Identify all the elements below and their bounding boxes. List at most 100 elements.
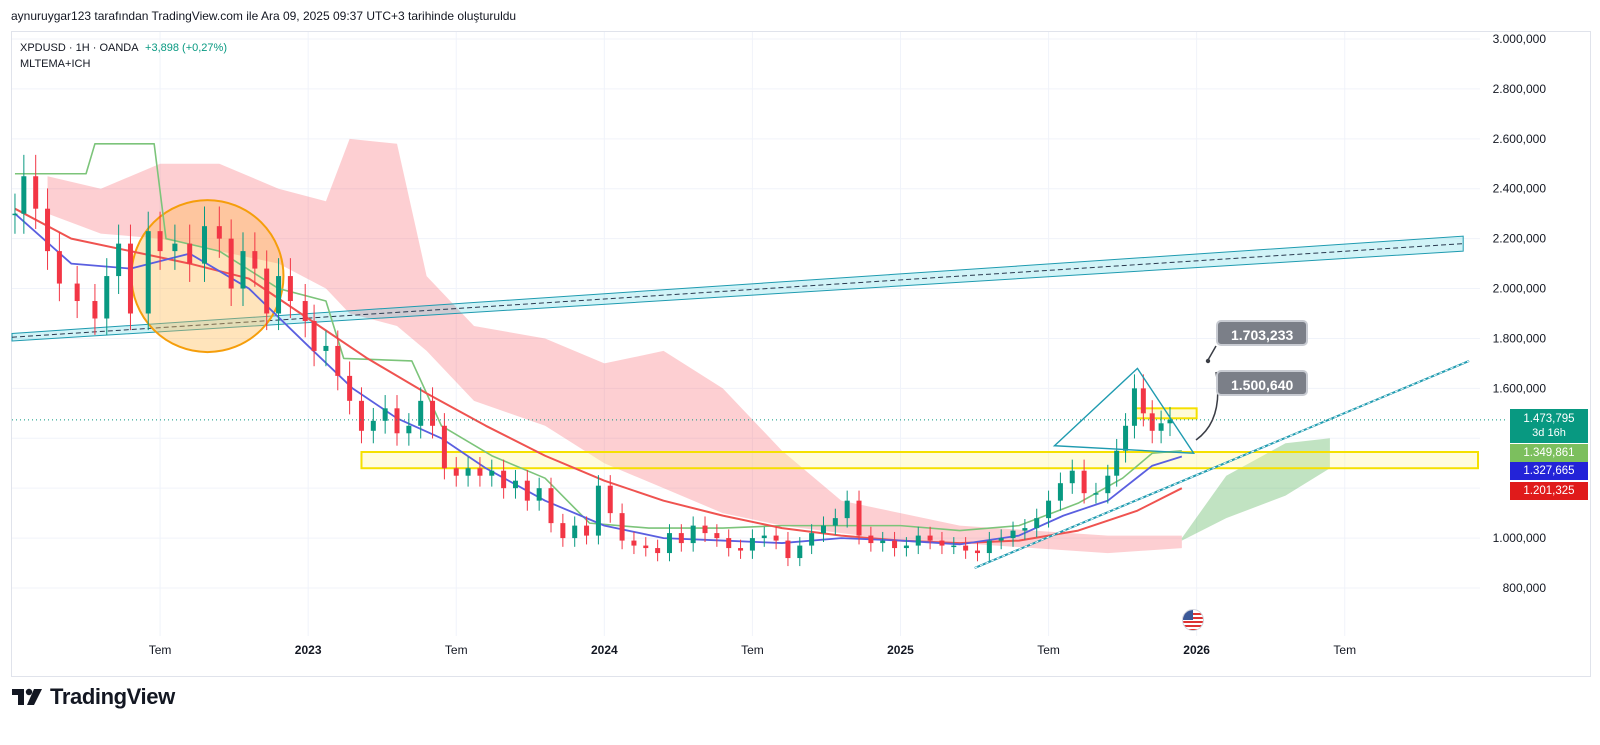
price-change: +3,898 (+0,27%) bbox=[145, 42, 227, 54]
candle-body bbox=[714, 533, 720, 539]
candle-body bbox=[631, 540, 637, 546]
candle-body bbox=[702, 525, 708, 534]
support-zone bbox=[360, 450, 1479, 470]
symbol-label[interactable]: XPDUSD · 1H · OANDA bbox=[20, 42, 138, 54]
candle-body bbox=[92, 301, 98, 319]
candle-body bbox=[1046, 500, 1052, 519]
ema-slow-price-tag: 1.201,325 bbox=[1510, 482, 1588, 500]
candle-body bbox=[572, 525, 578, 539]
candle-body bbox=[903, 545, 909, 549]
indicator-label[interactable]: MLTEMA+ICH bbox=[20, 58, 91, 70]
last-price-value: 1.473,795 bbox=[1523, 413, 1575, 425]
candle-body bbox=[607, 485, 613, 514]
kijun-line bbox=[14, 143, 1182, 532]
candle-body bbox=[441, 425, 447, 469]
candle-body bbox=[785, 540, 791, 559]
candle-body bbox=[1105, 475, 1111, 494]
candle-body bbox=[1140, 388, 1146, 414]
bar-countdown: 3d 16h bbox=[1532, 427, 1566, 439]
kijun-price-tag: 1.349,861 bbox=[1510, 444, 1588, 462]
candle-body bbox=[1167, 419, 1173, 424]
y-axis-tick-label: 3.000,000 bbox=[1493, 32, 1547, 46]
candle-body bbox=[927, 535, 933, 541]
parallel-channel bbox=[11, 235, 1464, 342]
candle-body bbox=[951, 545, 957, 548]
candle-body bbox=[595, 485, 601, 536]
candle-body bbox=[678, 533, 684, 544]
candle-body bbox=[104, 276, 110, 319]
candle-body bbox=[56, 251, 62, 284]
candle-body bbox=[172, 243, 178, 252]
candle-body bbox=[797, 545, 803, 559]
us-flag-event-icon[interactable] bbox=[1182, 609, 1204, 631]
candle-body bbox=[489, 470, 495, 476]
candle-body bbox=[335, 345, 341, 376]
price-callout-2[interactable]: 1.500,640 bbox=[1216, 370, 1309, 396]
candle-body bbox=[643, 545, 649, 549]
candle-body bbox=[145, 231, 151, 314]
candle-body bbox=[12, 213, 18, 216]
x-axis-tick-label: Tem bbox=[445, 643, 468, 657]
candle-body bbox=[264, 268, 270, 314]
candle-body bbox=[690, 525, 696, 544]
candle-body bbox=[892, 540, 898, 549]
ema-fast-price-tag: 1.327,665 bbox=[1510, 462, 1588, 480]
candle-body bbox=[394, 408, 400, 434]
x-axis-tick-label: 2023 bbox=[295, 643, 322, 657]
candle-body bbox=[726, 538, 732, 549]
candle-body bbox=[868, 535, 874, 544]
candle-body bbox=[998, 538, 1004, 541]
channel-midline bbox=[11, 243, 1464, 338]
y-axis-tick-label: 1.000,000 bbox=[1493, 531, 1547, 545]
candle-body bbox=[856, 500, 862, 536]
candle-body bbox=[276, 276, 282, 314]
candle-body bbox=[820, 525, 826, 534]
ema-slow-line bbox=[14, 207, 1183, 545]
tradingview-wordmark: TradingView bbox=[50, 684, 175, 709]
candle-body bbox=[501, 470, 507, 489]
candle-body bbox=[418, 400, 424, 426]
candle-body bbox=[74, 283, 80, 302]
candle-body bbox=[974, 550, 980, 554]
candle-body bbox=[382, 408, 388, 421]
candle-body bbox=[619, 513, 625, 541]
candle-body bbox=[1093, 493, 1099, 495]
candle-body bbox=[116, 243, 122, 277]
candle-body bbox=[1149, 413, 1155, 431]
candle-body bbox=[406, 425, 412, 434]
candle-body bbox=[773, 535, 779, 541]
y-axis-tick-label: 2.800,000 bbox=[1493, 82, 1547, 96]
candle-body bbox=[33, 176, 39, 209]
y-axis-tick-label: 1.600,000 bbox=[1493, 381, 1547, 395]
candle-body bbox=[430, 400, 436, 426]
callout-anchor-1 bbox=[1205, 358, 1211, 364]
candle-body bbox=[536, 488, 542, 501]
candle-body bbox=[560, 523, 566, 539]
candle-body bbox=[21, 176, 27, 214]
candle-body bbox=[939, 540, 945, 546]
x-axis-tick-label: 2024 bbox=[591, 643, 618, 657]
y-axis-tick-label: 2.400,000 bbox=[1493, 182, 1547, 196]
candle-body bbox=[127, 243, 133, 314]
candle-body bbox=[287, 276, 293, 302]
candle-body bbox=[358, 400, 364, 431]
candle-body bbox=[1010, 530, 1016, 539]
triangle-pattern bbox=[1052, 367, 1196, 455]
tradingview-brand[interactable]: TradingView bbox=[12, 684, 175, 710]
chart-frame[interactable] bbox=[11, 31, 1591, 677]
x-axis-tick-label: Tem bbox=[149, 643, 172, 657]
y-axis-tick-label: 2.600,000 bbox=[1493, 132, 1547, 146]
candle-body bbox=[240, 251, 246, 289]
callout-connector-2 bbox=[1195, 371, 1219, 441]
candle-body bbox=[477, 468, 483, 476]
candle-body bbox=[302, 301, 308, 321]
candle-body bbox=[1123, 425, 1129, 451]
x-axis-tick-label: Tem bbox=[1333, 643, 1356, 657]
candle-body bbox=[844, 500, 850, 519]
candle-body bbox=[749, 538, 755, 551]
candle-body bbox=[347, 375, 353, 401]
candle-body bbox=[986, 540, 992, 554]
candle-body bbox=[738, 548, 744, 551]
price-callout-1[interactable]: 1.703,233 bbox=[1216, 320, 1309, 346]
